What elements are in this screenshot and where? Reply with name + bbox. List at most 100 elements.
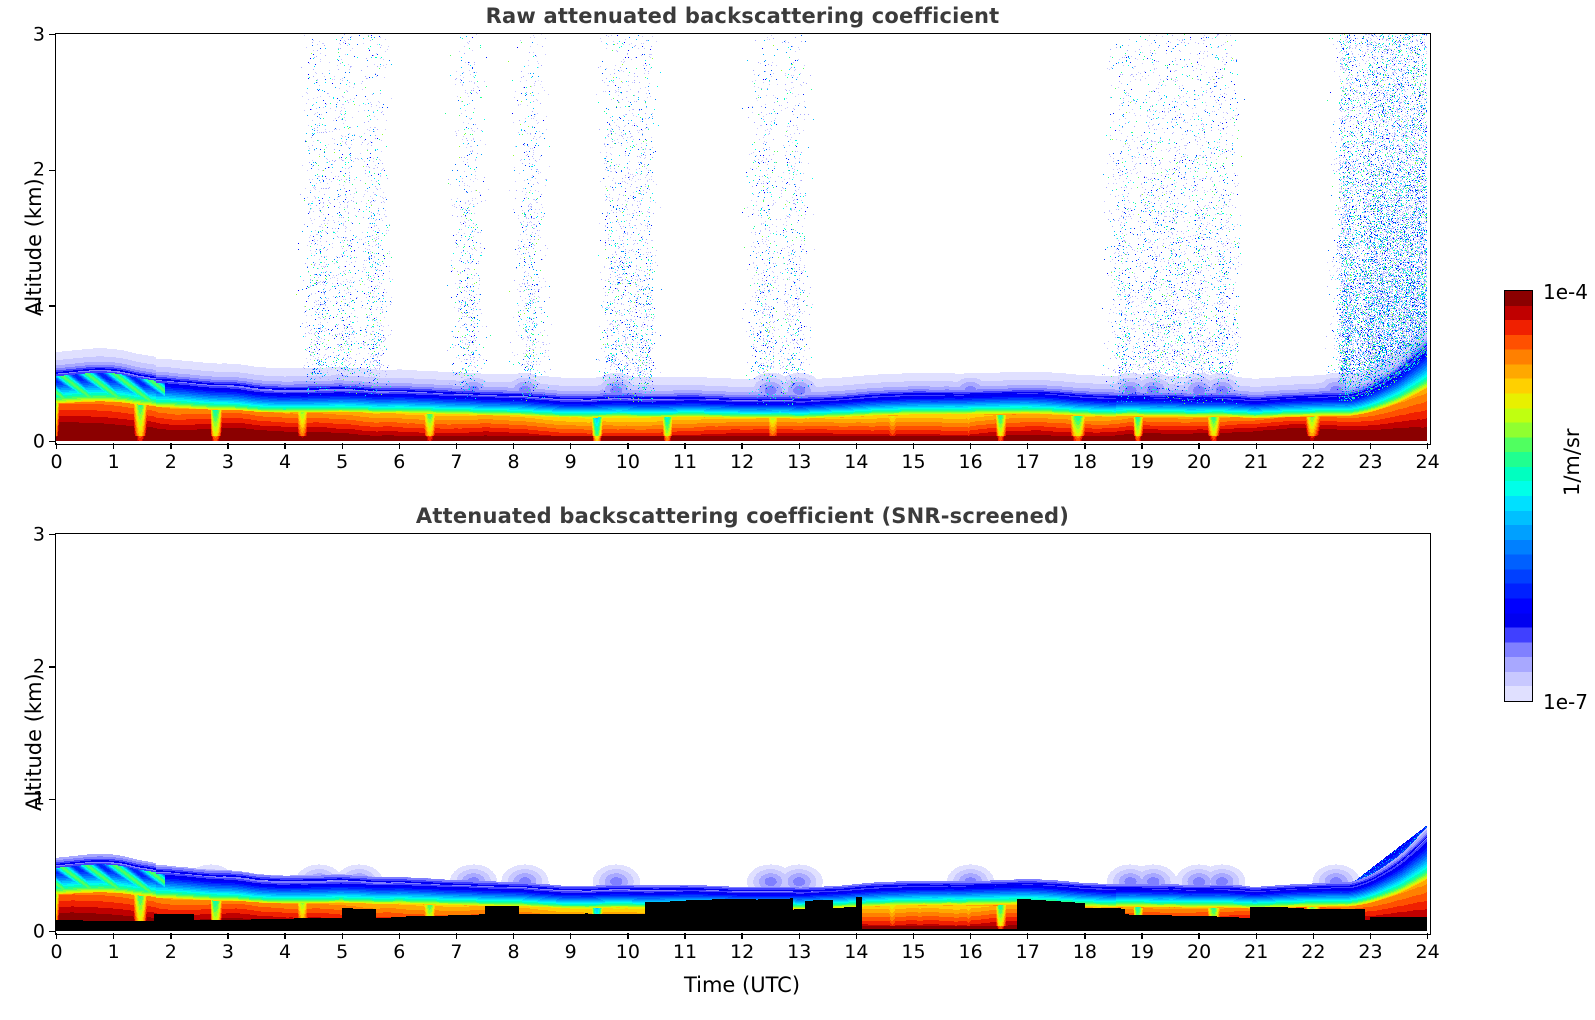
- x-tick: [912, 443, 915, 449]
- x-tick: [1369, 933, 1372, 939]
- colorbar-title: 1/m/sr: [1560, 428, 1584, 496]
- x-tick-label: 7: [450, 451, 463, 473]
- x-tick-label: 3: [221, 451, 235, 473]
- x-tick-label: 9: [564, 451, 577, 473]
- y-tick: [49, 440, 55, 443]
- x-tick-label: 8: [507, 941, 520, 963]
- x-tick-label: 10: [615, 451, 640, 473]
- x-tick: [512, 933, 515, 939]
- x-tick: [855, 443, 858, 449]
- x-tick: [1312, 933, 1315, 939]
- x-tick: [1141, 443, 1143, 449]
- x-tick-label: 24: [1415, 941, 1440, 963]
- x-tick: [455, 443, 458, 449]
- x-tick-label: 23: [1358, 941, 1383, 963]
- heatmap-canvas-screened: [56, 534, 1427, 931]
- y-tick-label: 2: [32, 655, 45, 678]
- colorbar-max-label: 1e-4: [1543, 280, 1588, 304]
- heatmap-screened: [56, 534, 1430, 934]
- x-tick-label: 2: [164, 451, 177, 473]
- x-tick: [170, 443, 172, 449]
- y-tick-label: 3: [32, 523, 45, 546]
- panel-title-raw: Raw attenuated backscattering coefficien…: [485, 4, 1000, 28]
- x-tick: [1141, 933, 1143, 939]
- x-tick: [912, 933, 915, 939]
- x-tick-label: 17: [1015, 941, 1040, 963]
- x-tick-label: 13: [787, 941, 812, 963]
- x-tick: [455, 933, 458, 939]
- x-tick-label: 20: [1187, 451, 1212, 473]
- x-tick-label: 21: [1244, 941, 1269, 963]
- x-tick-label: 16: [958, 941, 983, 963]
- x-tick-label: 12: [730, 941, 755, 963]
- x-tick: [1255, 443, 1257, 449]
- x-tick-label: 1: [107, 941, 120, 963]
- x-tick: [341, 443, 343, 449]
- panel-title-screened: Attenuated backscattering coefficient (S…: [415, 504, 1070, 528]
- x-tick-label: 12: [730, 451, 755, 473]
- x-axis-label: Time (UTC): [683, 973, 801, 997]
- x-tick-label: 4: [279, 451, 292, 473]
- x-tick-label: 6: [393, 451, 406, 473]
- heatmap-canvas-raw: [56, 34, 1427, 441]
- x-tick-label: 11: [672, 941, 698, 963]
- x-tick: [1426, 933, 1429, 939]
- colorbar-min-label: 1e-7: [1543, 690, 1588, 714]
- x-tick-label: 6: [393, 941, 406, 963]
- x-tick-label: 18: [1072, 451, 1097, 473]
- x-tick: [741, 933, 743, 939]
- x-tick: [570, 933, 572, 939]
- x-tick-label: 14: [844, 941, 869, 963]
- x-tick-label: 4: [279, 941, 292, 963]
- x-tick: [1084, 933, 1086, 939]
- x-tick: [1198, 443, 1200, 449]
- plot-area-raw: [55, 33, 1431, 445]
- x-tick: [113, 443, 115, 449]
- x-tick: [1255, 933, 1257, 939]
- x-tick-label: 2: [164, 941, 177, 963]
- x-tick-label: 1: [107, 451, 120, 473]
- x-tick: [627, 933, 629, 939]
- x-tick: [684, 933, 686, 939]
- x-tick: [284, 443, 286, 449]
- x-tick-label: 17: [1015, 451, 1040, 473]
- y-tick-label: 2: [32, 158, 45, 181]
- colorbar: [1504, 290, 1533, 702]
- x-tick: [1084, 443, 1086, 449]
- x-tick-label: 20: [1187, 941, 1212, 963]
- x-tick: [341, 933, 343, 939]
- x-tick-label: 0: [50, 451, 63, 473]
- x-tick-label: 5: [336, 451, 349, 473]
- x-tick-label: 18: [1072, 941, 1097, 963]
- x-tick: [1027, 933, 1029, 939]
- heatmap-raw: [56, 34, 1430, 444]
- x-tick-label: 24: [1415, 451, 1440, 473]
- x-tick: [969, 933, 972, 939]
- x-tick: [1369, 443, 1372, 449]
- x-tick-label: 15: [901, 941, 926, 963]
- y-tick: [49, 33, 55, 36]
- y-tick-label: 3: [32, 23, 45, 46]
- x-tick-label: 11: [672, 451, 698, 473]
- y-tick-label: 1: [32, 294, 45, 317]
- x-tick-label: 10: [615, 941, 640, 963]
- y-tick: [49, 666, 55, 668]
- x-tick: [1426, 443, 1429, 449]
- x-tick: [55, 933, 58, 939]
- x-tick-label: 22: [1301, 941, 1326, 963]
- y-axis-label-screened: Altitude (km): [22, 673, 46, 811]
- x-tick-label: 23: [1358, 451, 1383, 473]
- y-tick-label: 1: [32, 787, 45, 810]
- x-tick: [398, 933, 401, 939]
- y-tick: [49, 533, 55, 536]
- x-tick: [55, 443, 58, 449]
- colorbar-gradient: [1504, 290, 1533, 702]
- x-tick-label: 5: [336, 941, 349, 963]
- x-tick: [113, 933, 115, 939]
- y-tick: [49, 169, 55, 171]
- y-tick: [49, 305, 55, 307]
- x-tick: [798, 443, 800, 449]
- y-axis-label-raw: Altitude (km): [22, 178, 46, 316]
- x-tick-label: 19: [1129, 451, 1155, 473]
- x-tick-label: 7: [450, 941, 463, 963]
